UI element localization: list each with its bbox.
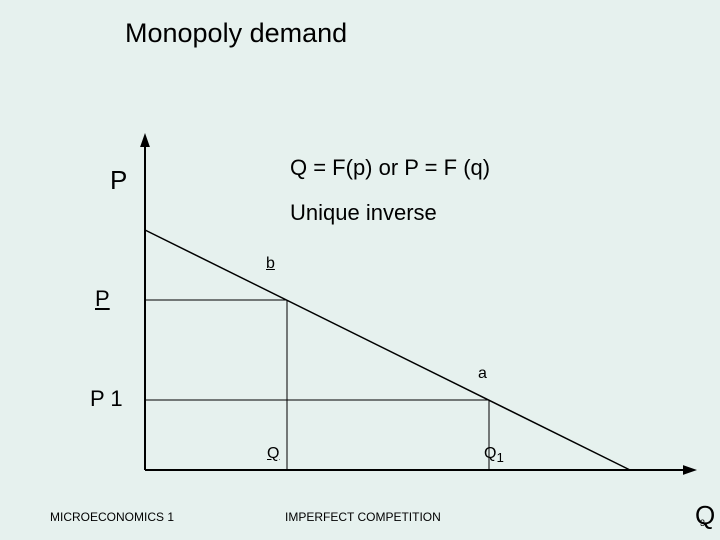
x-axis-label: Q: [695, 500, 715, 531]
point-b-label: b: [266, 255, 275, 273]
q-position-label: Q: [267, 445, 279, 463]
point-a-label: a: [478, 365, 487, 383]
q1-position-label: Q1: [484, 445, 504, 465]
equation-text: Q = F(p) or P = F (q): [290, 155, 490, 181]
footer-left: MICROECONOMICS 1: [50, 510, 174, 524]
y-axis-label: P: [110, 165, 127, 196]
diagram-stage: Monopoly demand Q = F(p) or P = F (q) Un…: [0, 0, 720, 540]
footer-page-num: 3: [700, 518, 705, 528]
p1-level-label: P 1: [90, 386, 123, 412]
footer-mid: IMPERFECT COMPETITION: [285, 510, 441, 524]
p-level-label: P: [95, 286, 110, 312]
subtitle-text: Unique inverse: [290, 200, 437, 226]
slide-title: Monopoly demand: [125, 18, 347, 49]
diagram-svg: [0, 0, 720, 540]
